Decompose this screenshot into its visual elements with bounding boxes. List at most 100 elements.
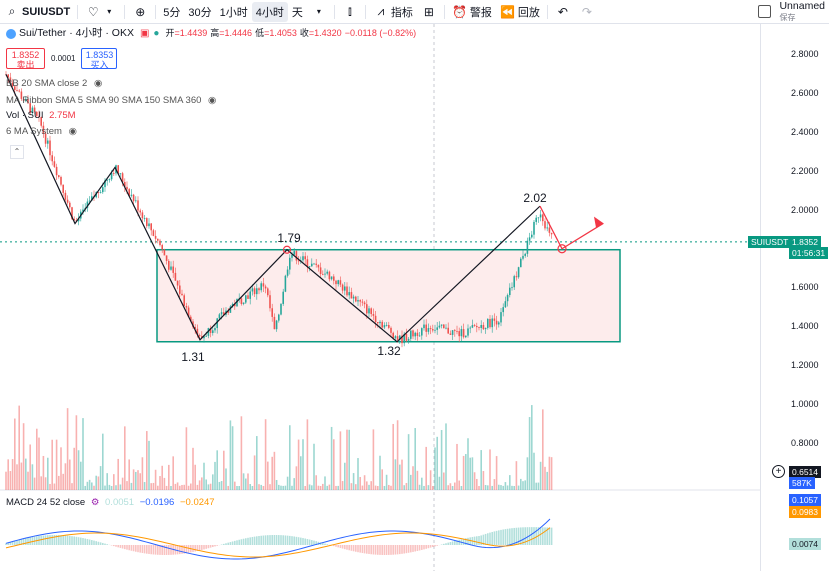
price-axis[interactable]: 2.8000 2.6000 2.4000 2.2000 2.0000 1.600…: [748, 24, 829, 571]
volume-bar: [370, 481, 372, 490]
macd-histogram-bar: [192, 545, 194, 552]
indicator-bb[interactable]: BB 20 SMA close 2 ◉: [6, 78, 102, 89]
macd-histogram-bar: [339, 545, 342, 548]
collapse-legend-button[interactable]: ⌃: [10, 145, 24, 159]
indicator-volume[interactable]: Vol · SUI 2.75M: [6, 110, 76, 121]
indicator-ma-system[interactable]: 6 MA System ◉: [6, 126, 77, 137]
volume-bar: [247, 473, 249, 490]
candle-body: [403, 333, 405, 344]
interval-1h[interactable]: 1小时: [216, 2, 252, 22]
macd-histogram-bar: [306, 539, 309, 545]
macd-histogram-bar: [350, 545, 353, 551]
volume-bar: [146, 431, 148, 490]
interval-5m[interactable]: 5分: [159, 2, 184, 22]
symbol-search-button[interactable]: ⌕ SUIUSDT: [0, 2, 74, 22]
compare-button[interactable]: ⊕: [128, 2, 152, 22]
macd-histogram-bar: [179, 545, 181, 555]
symbol-title[interactable]: Sui/Tether · 4小时 · OKX: [19, 27, 134, 39]
macd-histogram-bar: [366, 545, 368, 554]
volume-bar: [286, 476, 289, 490]
macd-histogram-bar: [425, 545, 427, 549]
macd-histogram-bar: [405, 545, 408, 554]
interval-1d[interactable]: 天: [288, 2, 307, 22]
volume-bar: [154, 469, 157, 490]
macd-histogram-bar: [410, 545, 412, 553]
buy-button[interactable]: 1.8353 买入: [81, 48, 118, 70]
volume-bar: [399, 464, 401, 490]
favorites-button[interactable]: ♡ ▾: [81, 2, 121, 22]
macd-histogram-bar: [264, 535, 267, 545]
volume-bar: [460, 485, 463, 490]
volume-bar: [174, 483, 177, 490]
chart-type-button[interactable]: ⫾: [338, 2, 362, 22]
candle-body: [106, 179, 108, 181]
macd-histogram-bar: [443, 543, 445, 545]
macd-histogram-bar: [165, 545, 168, 555]
add-alert-icon[interactable]: +: [772, 465, 785, 478]
interval-4h[interactable]: 4小时: [251, 1, 288, 22]
volume-bar: [148, 440, 150, 490]
interval-30m[interactable]: 30分: [184, 2, 215, 22]
layout-checkbox[interactable]: [754, 2, 775, 22]
indicator-ribbon[interactable]: MA Ribbon SMA 5 SMA 90 SMA 150 SMA 360 ◉: [6, 95, 216, 106]
volume-bar: [143, 482, 146, 490]
volume-bar: [119, 484, 122, 490]
replay-button[interactable]: ⏪ 回放: [496, 2, 544, 22]
chart-canvas[interactable]: 1.79 2.02 1.31 1.32: [0, 0, 760, 571]
vol-value: 2.75M: [49, 110, 76, 121]
macd-histogram-bar: [414, 545, 416, 552]
macd-histogram-bar: [227, 542, 229, 545]
volume-bar: [368, 484, 370, 490]
volume-bar: [152, 482, 155, 490]
macd-histogram-bar: [29, 537, 31, 545]
candle-body: [150, 223, 152, 231]
volume-bar: [185, 427, 188, 490]
candle-body: [124, 181, 126, 187]
macd-histogram-bar: [548, 527, 551, 545]
divider: [155, 4, 157, 19]
macd-settings-icon[interactable]: ⚙: [90, 497, 100, 508]
indicator-macd[interactable]: MACD 24 52 close ⚙ 0.0051 −0.0196 −0.024…: [6, 497, 215, 508]
interval-label: 4小时: [255, 6, 284, 19]
macd-histogram-bar: [436, 545, 438, 546]
candle-body: [104, 180, 106, 188]
volume-bar: [489, 449, 491, 490]
label-low-1-32: 1.32: [377, 344, 401, 358]
candle-body: [465, 335, 467, 338]
undo-button[interactable]: ↶: [551, 2, 575, 22]
candle-body: [401, 335, 403, 344]
macd-histogram-bar: [205, 545, 207, 549]
indicators-button[interactable]: ⩘ 指标: [369, 2, 417, 22]
volume-bar: [445, 423, 447, 490]
volume-bar: [295, 466, 298, 490]
volume-bar: [454, 482, 456, 490]
candle-body: [126, 186, 128, 190]
volume-bar: [374, 485, 377, 490]
candle-body: [102, 187, 104, 193]
eye-icon[interactable]: ◉: [208, 95, 217, 106]
macd-histogram-bar: [539, 527, 542, 545]
eye-icon[interactable]: ◉: [68, 126, 77, 137]
alert-button[interactable]: ⏰ 警报: [448, 2, 496, 22]
templates-button[interactable]: ⊞: [417, 2, 441, 22]
macd-histogram-bar: [71, 536, 73, 545]
sell-button[interactable]: 1.8352 卖出: [6, 48, 45, 70]
candle-body: [227, 310, 229, 313]
volume-bar: [434, 447, 436, 490]
macd-histogram-bar: [524, 527, 526, 545]
candle-body: [108, 179, 111, 181]
interval-dropdown[interactable]: ▾: [307, 2, 331, 22]
volume-bar: [82, 418, 84, 490]
macd-histogram-bar: [487, 533, 489, 545]
macd-line-tag: 0.1057: [789, 494, 821, 506]
volume-bar: [418, 484, 421, 490]
volume-bar: [410, 474, 412, 490]
candle-body: [36, 111, 38, 116]
volume-bar: [157, 485, 159, 490]
close-label: 收: [299, 28, 309, 38]
eye-icon[interactable]: ◉: [93, 78, 103, 89]
layout-name-button[interactable]: Unnamed 保存: [775, 0, 829, 23]
volume-bar: [357, 458, 359, 490]
candlestick-icon: ⫾: [347, 4, 352, 18]
redo-button[interactable]: ↷: [575, 2, 599, 22]
